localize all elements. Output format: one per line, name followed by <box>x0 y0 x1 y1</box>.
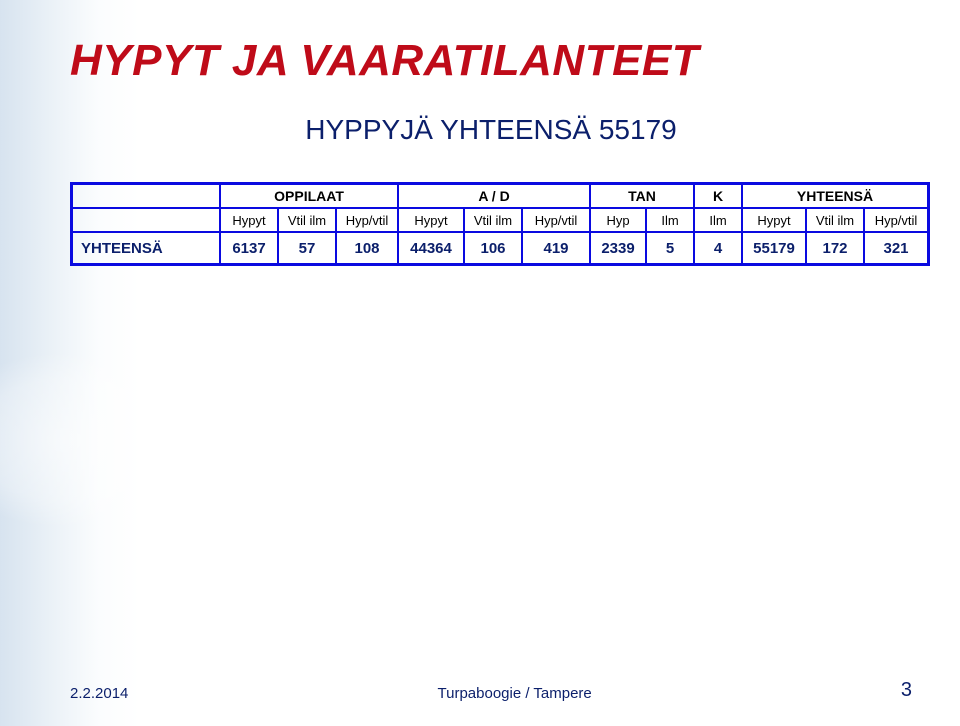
footer-page: 3 <box>901 679 912 702</box>
td-total-1: 6137 <box>220 232 278 264</box>
footer-center: Turpaboogie / Tampere <box>128 685 900 702</box>
td-total-4: 44364 <box>398 232 464 264</box>
th-sub-11: Vtil ilm <box>806 208 864 232</box>
th-blank <box>72 184 220 208</box>
td-total-9: 4 <box>694 232 742 264</box>
th-group-oppilaat: OPPILAAT <box>220 184 398 208</box>
slide: HYPYT JA VAARATILANTEET HYPPYJÄ YHTEENSÄ… <box>0 0 960 726</box>
footer-date: 2.2.2014 <box>70 685 128 702</box>
th-sub-6: Hyp/vtil <box>522 208 590 232</box>
th-group-ad: A / D <box>398 184 590 208</box>
th-sub-12: Hyp/vtil <box>864 208 928 232</box>
td-total-label: YHTEENSÄ <box>72 232 220 264</box>
th-sub-9: Ilm <box>694 208 742 232</box>
td-total-2: 57 <box>278 232 336 264</box>
th-group-k: K <box>694 184 742 208</box>
page-title: HYPYT JA VAARATILANTEET <box>70 36 912 86</box>
th-sub-3: Hyp/vtil <box>336 208 398 232</box>
th-sub-5: Vtil ilm <box>464 208 522 232</box>
th-sub-4: Hypyt <box>398 208 464 232</box>
th-sub-8: Ilm <box>646 208 694 232</box>
th-sub-10: Hypyt <box>742 208 806 232</box>
data-table: OPPILAAT A / D TAN K YHTEENSÄ Hypyt Vtil… <box>70 182 930 266</box>
th-sub-1: Hypyt <box>220 208 278 232</box>
th-sub-0 <box>72 208 220 232</box>
th-group-tan: TAN <box>590 184 694 208</box>
td-total-8: 5 <box>646 232 694 264</box>
footer: 2.2.2014 Turpaboogie / Tampere 3 <box>70 679 912 702</box>
td-total-6: 419 <box>522 232 590 264</box>
th-group-yhteensa: YHTEENSÄ <box>742 184 928 208</box>
td-total-11: 172 <box>806 232 864 264</box>
subtitle: HYPPYJÄ YHTEENSÄ 55179 <box>70 114 912 146</box>
td-total-10: 55179 <box>742 232 806 264</box>
th-sub-7: Hyp <box>590 208 646 232</box>
td-total-5: 106 <box>464 232 522 264</box>
td-total-12: 321 <box>864 232 928 264</box>
th-sub-2: Vtil ilm <box>278 208 336 232</box>
td-total-7: 2339 <box>590 232 646 264</box>
td-total-3: 108 <box>336 232 398 264</box>
